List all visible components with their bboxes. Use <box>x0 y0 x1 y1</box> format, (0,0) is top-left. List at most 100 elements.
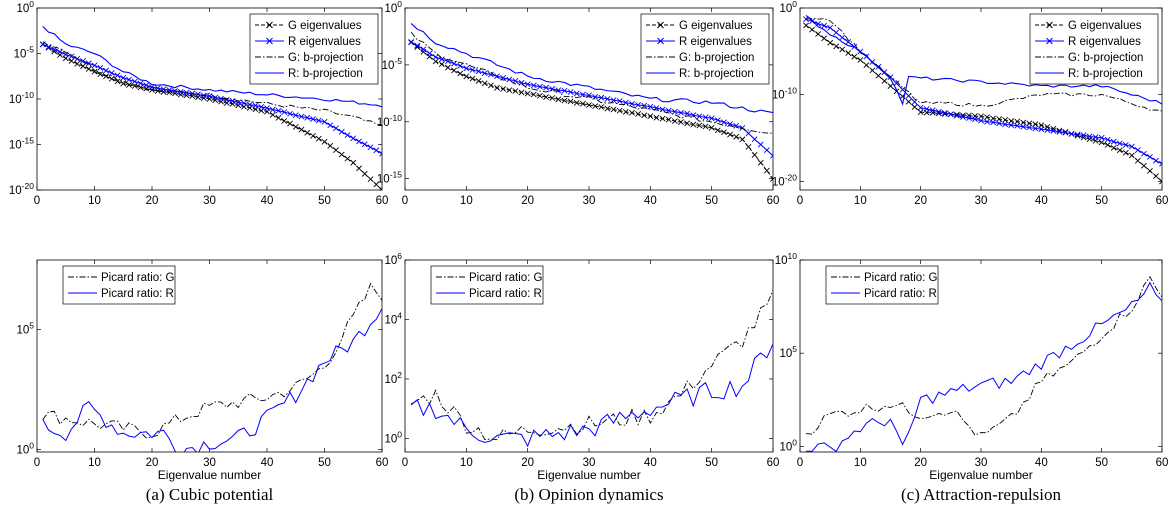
series-1-marker <box>1038 126 1045 133</box>
series-0-marker <box>321 138 328 145</box>
series-1-marker <box>966 115 972 122</box>
legend-box <box>640 13 770 85</box>
series-1-marker <box>1098 134 1105 141</box>
series-1-marker <box>721 119 727 126</box>
series-0-marker <box>579 100 586 107</box>
series-0-marker <box>457 70 464 77</box>
series-1-marker <box>143 82 150 89</box>
x-tick-label: 10 <box>854 195 867 207</box>
series-0-marker <box>690 121 697 128</box>
series-1-marker <box>126 76 132 83</box>
x-tick-label: 0 <box>34 195 40 207</box>
series-1-marker <box>1140 150 1147 157</box>
series-1-marker <box>114 72 121 79</box>
series-1-marker <box>893 80 900 87</box>
series-1-marker <box>373 147 380 154</box>
series-1-marker <box>487 71 494 78</box>
series-1-marker <box>298 113 305 120</box>
series-0-marker <box>833 43 840 50</box>
series-1-marker <box>978 117 984 124</box>
series-0-marker <box>751 152 758 158</box>
x-tick-label: 60 <box>1156 195 1169 207</box>
series-1-marker <box>189 90 196 97</box>
series-0-marker <box>966 112 972 119</box>
series-0-marker <box>68 58 75 64</box>
y-tick-label: 10-15 <box>9 136 34 152</box>
series-1-marker <box>350 135 357 142</box>
series-1-marker <box>292 112 299 119</box>
panel-2-top: 0 10 20 30 40 50 60 100 10-10 10-20 G eigenvalues R… <box>772 0 1168 207</box>
panel-0-bottom: 0 10 20 30 40 50 60 100 105 Eigenvalue number Pica… <box>16 259 388 482</box>
series-0-marker <box>851 53 858 60</box>
series-0-marker <box>1020 119 1027 126</box>
y-tick-label: 10-5 <box>14 45 35 61</box>
series-1-marker <box>327 122 334 129</box>
series-1 <box>410 41 773 157</box>
series-1-marker <box>1159 160 1162 167</box>
series-1-marker <box>537 83 543 90</box>
legend-label: G eigenvalues <box>1068 20 1142 32</box>
series-1-marker <box>1074 131 1081 138</box>
series-0-marker <box>512 88 519 94</box>
x-tick-label: 60 <box>767 457 780 469</box>
series-0-marker <box>344 155 351 162</box>
x-tick-label: 60 <box>1156 457 1169 469</box>
series-1-marker <box>252 102 259 109</box>
x-tick-label: 50 <box>1095 457 1108 469</box>
series-1-marker <box>530 82 537 89</box>
series-0-marker <box>1014 118 1021 125</box>
legend-marker <box>1046 21 1053 29</box>
series-1-marker <box>739 125 746 131</box>
series-1-marker <box>57 48 63 55</box>
legend-label: Picard ratio: R <box>101 288 174 300</box>
series-0-marker <box>338 151 345 158</box>
series-1-marker <box>1068 130 1075 137</box>
x-tick-label: 20 <box>521 457 534 469</box>
series-0-marker <box>537 92 543 99</box>
x-tick-label: 50 <box>318 195 331 207</box>
series-1-marker <box>573 90 580 97</box>
series-0-marker <box>1032 121 1039 128</box>
series-0-marker <box>905 98 912 105</box>
series-1-marker <box>281 109 288 115</box>
series-0-marker <box>149 86 155 93</box>
series-1-marker <box>671 108 678 115</box>
series-1-marker <box>1044 127 1051 133</box>
panel-1-top: 0 10 20 30 40 50 60 100 10-5 10-10 10-15 G eigenval… <box>377 0 779 207</box>
y-tick-label: 10-15 <box>377 170 402 186</box>
series-1-marker <box>264 105 270 112</box>
series-0-marker <box>702 123 709 130</box>
legend-box <box>249 13 379 85</box>
series-0-marker <box>432 58 439 65</box>
series-1-marker <box>97 64 104 71</box>
series-1-marker <box>1153 157 1159 164</box>
series-1-marker <box>543 84 549 91</box>
legend-label: R eigenvalues <box>679 36 752 48</box>
series-0-marker <box>1116 147 1123 154</box>
series-0-marker <box>1134 157 1141 164</box>
legend-marker <box>657 21 664 29</box>
series-1-marker <box>120 74 127 81</box>
series-1-marker <box>518 79 525 86</box>
series-1-marker <box>469 67 476 73</box>
panel-1-bottom: 0 10 20 30 40 50 60 100 102 104 106 Eigenvalue numb… <box>384 251 779 482</box>
panel-2-bottom: 0 10 20 30 40 50 60 100 105 1010 Eigenvalue number… <box>775 251 1169 482</box>
series-1-marker <box>929 107 936 114</box>
series-0-marker <box>678 119 684 125</box>
series-3 <box>42 25 382 108</box>
legend-label: Picard ratio: G <box>101 272 175 284</box>
series-0-marker <box>275 114 282 121</box>
x-tick-label: 40 <box>1035 457 1048 469</box>
series-0 <box>410 42 773 180</box>
series-1-marker <box>941 109 948 116</box>
series-0-marker <box>622 109 629 115</box>
series-1-marker <box>1050 127 1057 134</box>
series-0-marker <box>1159 178 1162 185</box>
legend-label: G: b-projection <box>288 52 363 64</box>
series-1-marker <box>616 98 623 104</box>
series-0-marker <box>80 63 86 70</box>
series-0-marker <box>85 66 92 72</box>
y-tick-label: 10-5 <box>382 56 403 72</box>
x-tick-label: 30 <box>583 195 596 207</box>
series-1-marker <box>438 56 445 63</box>
